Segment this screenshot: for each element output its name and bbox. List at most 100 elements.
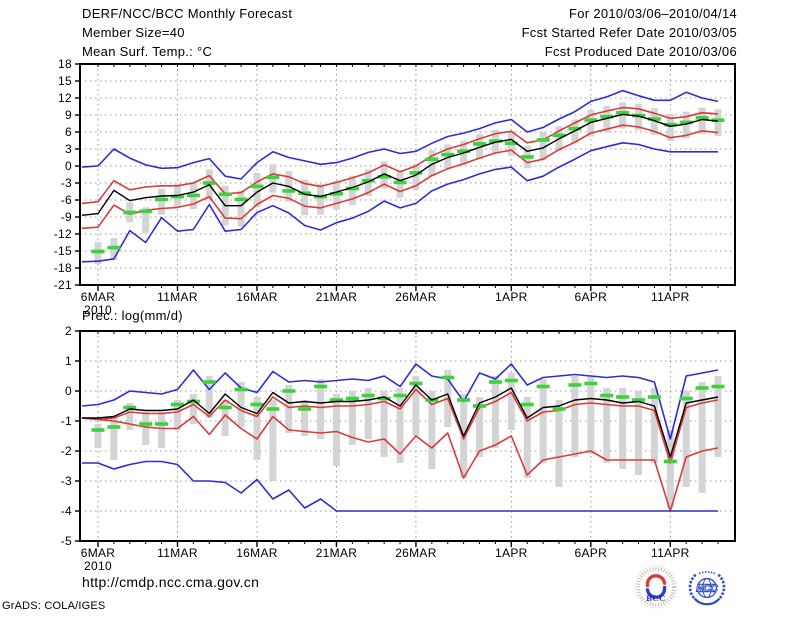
daily-observation-dash — [584, 381, 598, 386]
ensemble-spread-bar — [491, 376, 499, 448]
daily-observation-dash — [298, 407, 312, 411]
ensemble-max-line — [81, 363, 719, 440]
y-tick-label: -12 — [54, 227, 72, 241]
ncc-logo-label: NCC — [696, 584, 718, 595]
ncc-wreath-left-icon — [688, 573, 697, 599]
daily-observation-dash — [552, 407, 566, 411]
panel2-title: Prec.: log(mm/d) — [82, 308, 183, 323]
daily-observation-dash — [107, 425, 121, 429]
ensemble-mean-line — [82, 384, 719, 458]
ensemble-spread-bar — [603, 388, 611, 463]
lower-quartile-line — [81, 414, 719, 512]
daily-observation-dash — [679, 120, 693, 125]
grads-credit: GrADS: COLA/IGES — [2, 600, 106, 612]
daily-observation-dash — [616, 395, 630, 399]
daily-observation-dash — [616, 110, 630, 115]
x-tick-label: 1APR — [495, 290, 528, 304]
y-tick-label: 1 — [65, 354, 72, 368]
daily-observation-dash — [186, 399, 200, 404]
y-tick-label: -4 — [61, 504, 72, 518]
ensemble-spread-bar — [555, 400, 563, 487]
daily-observation-dash — [457, 398, 471, 402]
upper-quartile-line — [81, 388, 719, 464]
daily-observation-dash — [345, 186, 359, 191]
daily-observation-dash — [282, 189, 296, 193]
bcc-logo-ring-text — [636, 567, 676, 607]
daily-observation-dash — [202, 181, 216, 185]
ensemble-spread-bar — [301, 400, 309, 436]
ensemble-spread-bar — [205, 376, 213, 418]
daily-observation-dash — [441, 152, 455, 157]
bcc-swirl-red-icon — [645, 574, 667, 588]
daily-observation-dash — [170, 402, 184, 407]
daily-observation-dash — [488, 139, 502, 143]
ensemble-spread-bar — [189, 394, 197, 424]
ensemble-spread-bar — [619, 388, 627, 469]
daily-observation-dash — [393, 393, 407, 398]
ensemble-spread-bar — [317, 379, 325, 439]
daily-observation-dash — [409, 381, 423, 386]
y-tick-label: -3 — [61, 474, 72, 488]
y-tick-label: 12 — [58, 91, 72, 105]
y-tick-label: -6 — [61, 193, 72, 207]
daily-observation-dash — [234, 387, 248, 392]
daily-observation-dash — [218, 192, 232, 197]
ensemble-spread-bar — [539, 379, 547, 463]
daily-observation-dash — [457, 149, 471, 154]
x-tick-label: 6APR — [575, 290, 608, 304]
daily-observation-dash — [266, 407, 280, 411]
ensemble-spread-bar — [253, 172, 261, 208]
daily-observation-dash — [488, 380, 502, 384]
daily-observation-dash — [584, 118, 598, 122]
member-size-label: Member Size=40 — [82, 25, 185, 40]
ensemble-spread-bar — [380, 391, 388, 457]
x-tick-label: 6APR — [575, 546, 608, 560]
daily-observation-dash — [155, 422, 169, 426]
daily-observation-dash — [504, 378, 518, 383]
ensemble-spread-bar — [317, 184, 325, 215]
daily-observation-dash — [377, 396, 391, 401]
daily-observation-dash — [568, 126, 582, 131]
daily-observation-dash — [600, 114, 614, 119]
ensemble-spread-bar — [571, 376, 579, 457]
daily-observation-dash — [711, 118, 725, 122]
ncc-logo: NCC — [688, 571, 726, 606]
daily-observation-dash — [536, 138, 550, 142]
daily-observation-dash — [361, 393, 375, 398]
ensemble-spread-bar — [142, 207, 150, 233]
y-tick-label: -5 — [61, 534, 72, 548]
daily-observation-dash — [663, 459, 677, 464]
x-axis-year-label: 2010 — [84, 303, 112, 317]
x-tick-label: 11MAR — [157, 290, 198, 304]
ncc-wreath-bottom-icon — [693, 597, 721, 606]
daily-observation-dash — [647, 395, 661, 399]
ensemble-max-line — [81, 89, 719, 180]
daily-observation-dash — [266, 175, 280, 180]
ensemble-spread-bar — [396, 388, 404, 463]
daily-observation-dash — [345, 396, 359, 401]
ensemble-spread-bar — [698, 107, 706, 135]
daily-observation-dash — [91, 428, 105, 432]
daily-observation-dash — [647, 117, 661, 121]
daily-observation-dash — [139, 422, 153, 426]
lower-quartile-line — [81, 124, 719, 230]
ncc-top-script-icon — [698, 571, 716, 575]
daily-observation-dash — [282, 389, 296, 393]
page-title: DERF/NCC/BCC Monthly Forecast — [82, 6, 293, 21]
y-tick-label: 18 — [58, 57, 72, 71]
ensemble-min-line — [81, 142, 718, 263]
ensemble-spread-bar — [698, 382, 706, 493]
y-tick-label: -1 — [61, 414, 72, 428]
daily-observation-dash — [250, 402, 264, 407]
upper-quartile-line — [81, 106, 719, 205]
x-tick-label: 11APR — [651, 546, 690, 560]
daily-observation-dash — [568, 383, 582, 387]
daily-observation-dash — [170, 194, 184, 199]
daily-observation-dash — [107, 245, 121, 250]
ensemble-spread-bar — [523, 397, 531, 478]
daily-observation-dash — [234, 197, 248, 202]
ensemble-spread-bar — [635, 391, 643, 475]
